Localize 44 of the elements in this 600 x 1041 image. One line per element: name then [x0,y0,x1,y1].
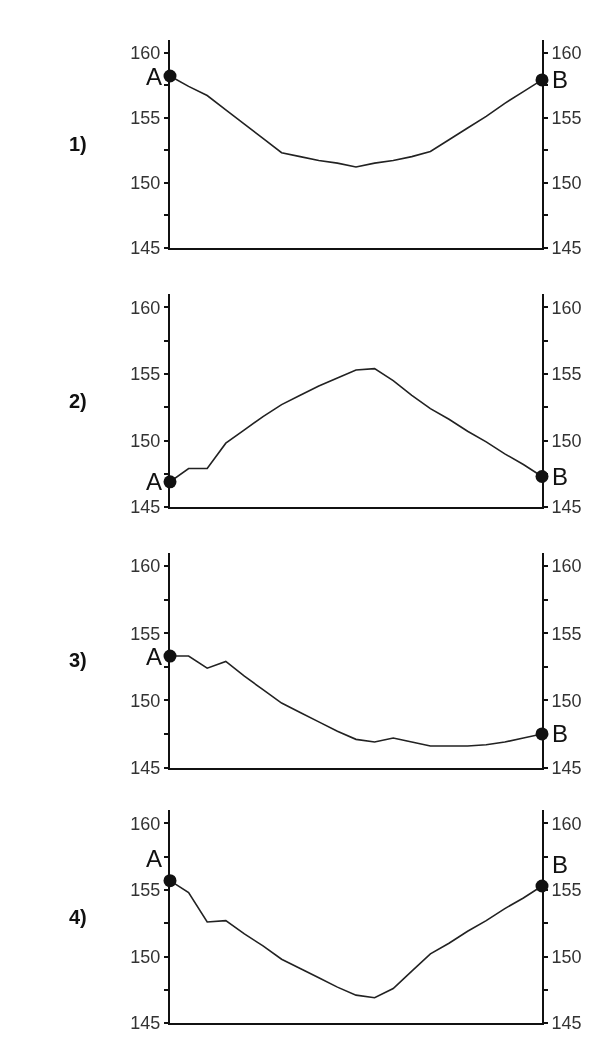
y-tick-label: 145 [130,1013,161,1034]
y-tick-label: 150 [130,172,161,193]
y-tick-label: 155 [130,880,161,901]
text: B [552,851,569,878]
y-tick-label: 145 [130,237,161,258]
text: 2) [69,390,87,412]
y-tick-label: 160 [130,297,161,318]
y-tick-label: 160 [130,42,161,63]
text: 3) [69,649,87,671]
text: A [146,63,163,90]
y-tick-label: 160 [130,556,161,577]
text: 4) [69,906,87,928]
text: B [552,720,569,747]
y-tick-label: 155 [130,107,161,128]
y2-tick-label: 155 [551,880,582,901]
y2-tick-label: 160 [551,297,582,318]
y2-tick-label: 155 [551,623,582,644]
y2-tick-label: 150 [551,690,582,711]
text: B [552,463,569,490]
y-tick-label: 150 [130,946,161,967]
y2-tick-label: 150 [551,946,582,967]
y2-tick-label: 160 [551,813,582,834]
text: A [146,643,163,670]
y2-tick-label: 150 [551,430,582,451]
y2-tick-label: 145 [551,497,582,518]
text: A [146,468,163,495]
y2-tick-label: 150 [551,172,582,193]
y-tick-label: 155 [130,364,161,385]
y2-tick-label: 160 [551,42,582,63]
y2-tick-label: 145 [551,757,582,778]
y2-tick-label: 160 [551,556,582,577]
y2-tick-label: 145 [551,1013,582,1034]
text: B [552,66,569,93]
text: 1) [69,133,87,155]
y-tick-label: 150 [130,430,161,451]
y-tick-label: 145 [130,497,161,518]
y-tick-label: 150 [130,690,161,711]
y-tick-label: 155 [130,623,161,644]
y2-tick-label: 155 [551,107,582,128]
y2-tick-label: 145 [551,237,582,258]
y-tick-label: 145 [130,757,161,778]
y2-tick-label: 155 [551,364,582,385]
text: A [146,845,163,872]
y-tick-label: 160 [130,813,161,834]
